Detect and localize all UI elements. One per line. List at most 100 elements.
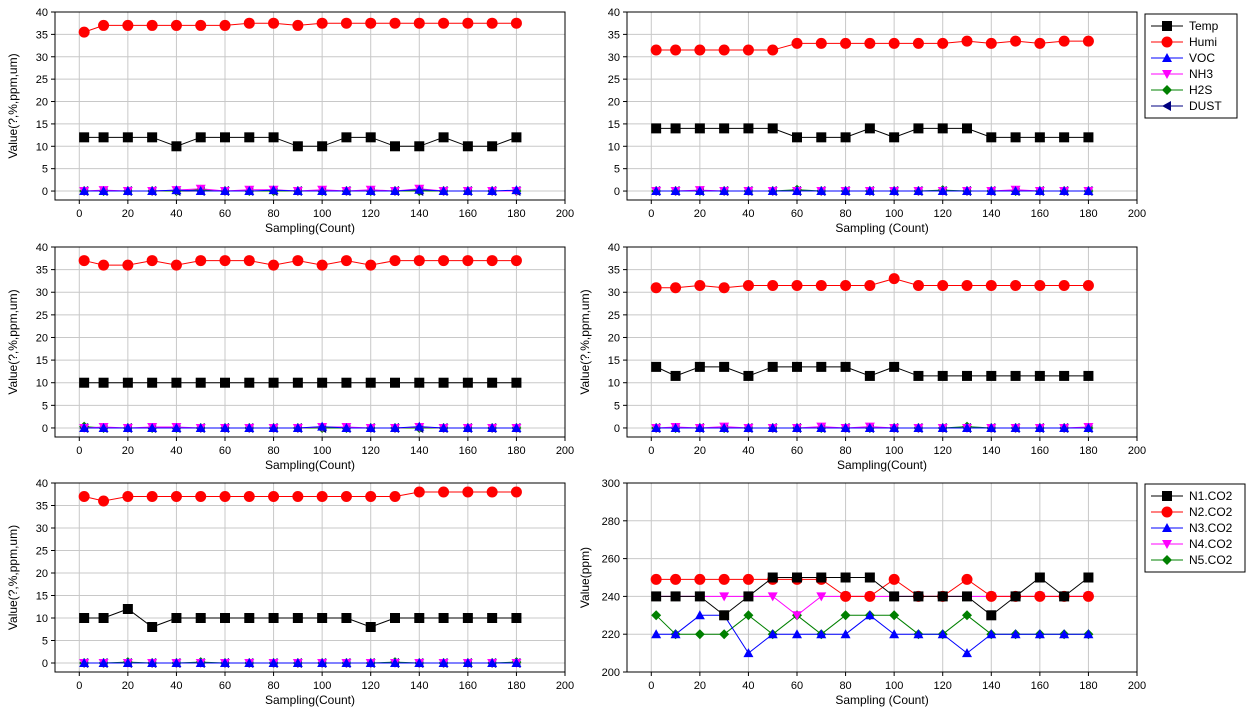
marker [122, 19, 134, 31]
marker [171, 658, 182, 667]
x-axis-label: Sampling (Count) [835, 221, 928, 235]
x-tick-label: 40 [742, 445, 754, 457]
marker [462, 186, 473, 196]
y-tick-label: 0 [42, 186, 48, 198]
marker [438, 422, 449, 432]
marker [389, 491, 401, 502]
marker [670, 44, 682, 56]
marker [889, 610, 900, 621]
marker [171, 141, 182, 152]
x-tick-label: 80 [839, 208, 851, 220]
marker [792, 186, 802, 196]
marker [767, 629, 778, 639]
marker [195, 422, 206, 432]
marker [985, 279, 997, 291]
marker [219, 19, 231, 31]
marker [743, 591, 754, 602]
marker [816, 629, 827, 639]
marker [390, 613, 400, 623]
x-tick-label: 80 [839, 445, 851, 457]
marker [292, 422, 303, 432]
marker [414, 421, 425, 431]
marker [767, 123, 778, 134]
legend-item: N3.CO2 [1151, 521, 1233, 535]
x-tick-label: 200 [556, 445, 574, 457]
marker [486, 17, 498, 29]
legend-item: Temp [1151, 19, 1219, 33]
marker [317, 377, 328, 388]
marker [389, 17, 401, 29]
x-tick-label: 200 [1128, 445, 1146, 457]
marker [244, 422, 255, 432]
marker [79, 422, 90, 432]
marker [694, 591, 705, 602]
x-tick-label: 0 [76, 680, 82, 692]
marker [462, 17, 474, 29]
marker [719, 422, 730, 432]
marker [913, 186, 924, 196]
marker [1161, 506, 1173, 518]
marker [390, 422, 400, 432]
marker [438, 255, 450, 267]
marker [365, 186, 376, 196]
marker [792, 629, 802, 639]
legend-label: NH3 [1189, 67, 1213, 81]
y-axis-label: Value(?,%,ppm,um) [6, 525, 20, 630]
marker [98, 186, 109, 196]
marker [694, 610, 705, 620]
marker [767, 279, 779, 291]
marker [1059, 629, 1070, 639]
x-tick-label: 120 [934, 445, 952, 457]
marker [937, 186, 948, 196]
y-tick-label: 20 [36, 97, 48, 109]
marker [1034, 279, 1046, 291]
marker [1162, 70, 1172, 79]
marker [341, 422, 352, 432]
marker [365, 259, 377, 271]
legend-item: VOC [1151, 51, 1215, 65]
marker [462, 255, 474, 267]
y-tick-label: 300 [602, 478, 620, 490]
marker [864, 37, 876, 49]
marker [913, 591, 924, 602]
y-tick-label: 35 [36, 265, 48, 277]
marker [650, 282, 662, 294]
marker [511, 613, 522, 623]
marker [1162, 85, 1172, 95]
marker [962, 186, 972, 196]
marker [743, 648, 754, 658]
y-axis-label: Value(?,%,ppm,um) [578, 289, 592, 394]
series-voc [79, 421, 522, 432]
x-tick-label: 20 [122, 208, 134, 220]
marker [487, 377, 498, 388]
x-tick-label: 0 [648, 680, 654, 692]
marker [171, 377, 182, 388]
plot-frame [54, 482, 566, 673]
marker [220, 132, 230, 143]
marker [390, 658, 400, 667]
marker [292, 377, 303, 388]
x-tick-label: 100 [885, 445, 903, 457]
marker [147, 658, 158, 667]
y-tick-label: 30 [608, 287, 620, 299]
marker [292, 658, 303, 667]
marker [79, 613, 90, 623]
marker [1034, 422, 1045, 432]
marker [413, 17, 425, 29]
marker [888, 573, 900, 585]
marker [718, 44, 730, 56]
marker [767, 592, 778, 602]
marker [243, 491, 255, 502]
marker [670, 370, 681, 381]
marker [670, 629, 681, 639]
marker [195, 377, 206, 388]
marker [840, 186, 851, 196]
marker [390, 377, 400, 388]
marker [1083, 422, 1094, 432]
x-tick-label: 80 [267, 208, 279, 220]
y-tick-label: 25 [36, 74, 48, 86]
marker [742, 279, 754, 291]
y-tick-label: 5 [42, 636, 48, 648]
y-tick-label: 10 [608, 141, 620, 153]
marker [341, 613, 352, 623]
